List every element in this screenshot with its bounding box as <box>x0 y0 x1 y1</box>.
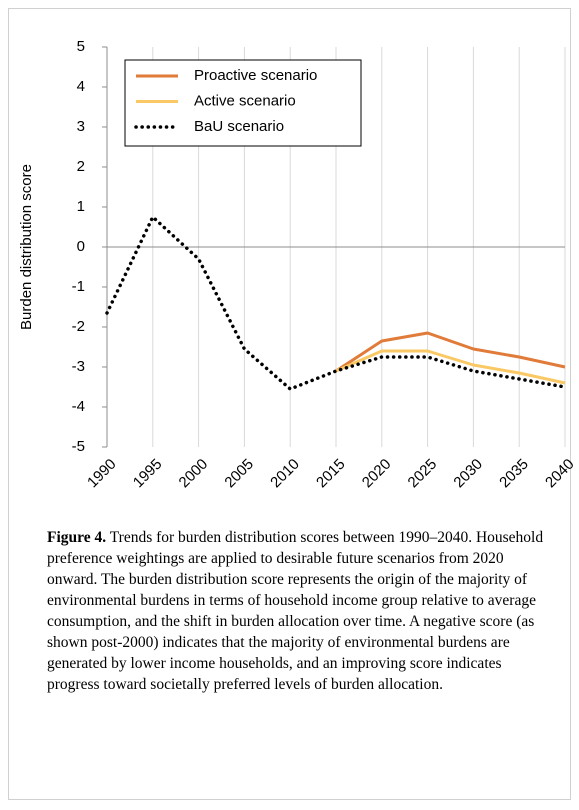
y-tick-label: -4 <box>72 398 85 415</box>
y-tick-label: -2 <box>72 318 85 335</box>
x-tick-label: 2005 <box>221 456 257 492</box>
x-tick-label: 2035 <box>496 456 532 492</box>
legend-label: Active scenario <box>194 92 296 109</box>
legend-label: BaU scenario <box>194 118 284 135</box>
y-axis-label: Burden distribution score <box>18 164 35 330</box>
figure-frame <box>8 8 571 800</box>
caption-text: Trends for burden distribution scores be… <box>47 529 544 693</box>
y-tick-label: 5 <box>77 38 85 55</box>
x-tick-label: 2010 <box>267 456 303 492</box>
y-tick-label: 2 <box>77 158 85 175</box>
x-tick-label: 1995 <box>130 456 166 492</box>
x-tick-label: 2000 <box>176 456 212 492</box>
line <box>335 331 566 373</box>
x-tick-label: 2030 <box>450 456 486 492</box>
x-tick-label: 2025 <box>405 456 441 492</box>
chart: Burden distribution score 1990 1995 2000 20… <box>18 38 578 492</box>
y-tick-label: -5 <box>72 438 85 455</box>
y-tick-label: 3 <box>77 118 85 135</box>
x-tick-label: 2020 <box>359 456 395 492</box>
line <box>105 215 567 391</box>
caption: Figure 4. Trends for burden distribution… <box>47 527 557 695</box>
x-tick-label: 2015 <box>313 456 349 492</box>
y-tick-label: -1 <box>72 278 85 295</box>
x-tick-label: 2040 <box>542 456 578 492</box>
y-tick-label: 0 <box>77 238 85 255</box>
y-tick-label: 4 <box>77 78 85 95</box>
legend-label: Proactive scenario <box>194 67 317 84</box>
y-tick-label: 1 <box>77 198 85 215</box>
y-tick-label: -3 <box>72 358 85 375</box>
x-tick-label: 1990 <box>84 456 120 492</box>
line <box>335 349 566 385</box>
caption-label: Figure 4. <box>47 529 107 546</box>
